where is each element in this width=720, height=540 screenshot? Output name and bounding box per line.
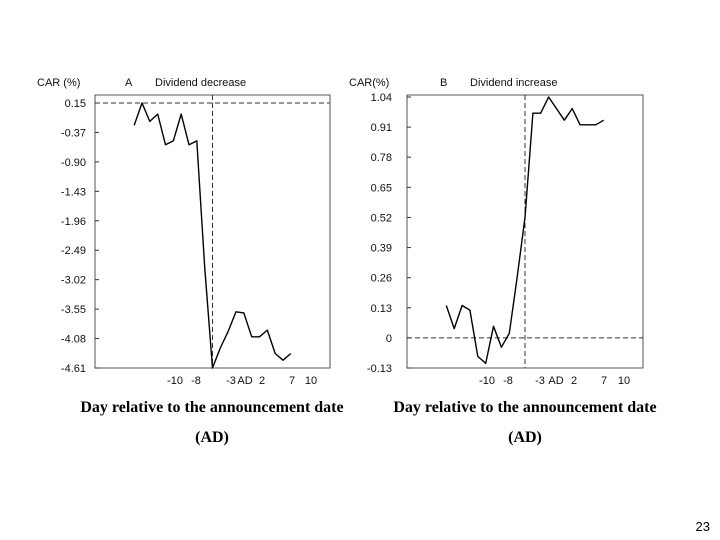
panel-a-ytick-label: -3.55	[61, 304, 86, 316]
panel-b-xtick-label: 7	[601, 375, 607, 387]
panel-b-xtick-label: 2	[571, 375, 577, 387]
panel-a-ytick-label: -1.96	[61, 216, 86, 228]
panel-a-title: Dividend decrease	[155, 77, 246, 89]
panel-a-xtick-label: 7	[289, 375, 295, 387]
panel-b-title: Dividend increase	[470, 77, 557, 89]
panel-a-ytick-label: -2.49	[61, 245, 86, 257]
panel-a-xtick-label: AD	[237, 375, 252, 387]
panel-b-ytick-label: 0.39	[371, 243, 392, 255]
panel-a-ytick-label: -0.37	[61, 127, 86, 139]
panel-a-ytick-label: -4.08	[61, 334, 86, 346]
panel-b-ytick-label: 0.52	[371, 212, 392, 224]
panel-b-ytick-label: 0.78	[371, 152, 392, 164]
panel-b-xtick-label: 10	[618, 375, 630, 387]
panel-a-letter: A	[125, 77, 133, 89]
panel-b-car-series-line	[445, 96, 605, 365]
panel-a-xlabel: Day relative to the announcement date (A…	[80, 399, 344, 446]
panel-b-ytick-label: 0.26	[371, 273, 392, 285]
panel-a-ytick-label: -0.90	[61, 157, 86, 169]
panel-b-xtick-label: AD	[548, 375, 563, 387]
panel-a-ytick-label: -4.61	[61, 363, 86, 375]
panel-a-xtick-label: 10	[305, 375, 317, 387]
panel-a-ylabel: CAR (%)	[37, 77, 80, 89]
panel-b-ytick-label: 0.13	[371, 303, 392, 315]
panel-b-ytick-label: -0.13	[367, 363, 392, 375]
panel-b-xlabel: Day relative to the announcement date (A…	[393, 399, 657, 446]
panel-b-ytick-label: 0.91	[371, 122, 392, 134]
panel-b-ytick-label: 0.65	[371, 182, 392, 194]
panel-a-xtick-label: -3	[226, 375, 236, 387]
panel-a-car-series-line	[133, 102, 292, 369]
panel-b-letter: B	[440, 77, 447, 89]
panel-a-xtick-label: -10	[167, 375, 183, 387]
panel-b-ytick-label: 1.04	[371, 92, 392, 104]
panel-b-xtick-label: -8	[503, 375, 513, 387]
panel-a-ytick-label: 0.15	[65, 98, 86, 110]
panel-b-xtick-label: -3	[535, 375, 545, 387]
panel-a-ytick-label: -3.02	[61, 275, 86, 287]
panel-b-ytick-label: 0	[386, 333, 392, 345]
panel-b-xtick-label: -10	[479, 375, 495, 387]
panel-a-ytick-label: -1.43	[61, 186, 86, 198]
panel-a-xtick-label: 2	[259, 375, 265, 387]
panel-b-ylabel: CAR(%)	[349, 77, 389, 89]
panel-a-xtick-label: -8	[191, 375, 201, 387]
page-number: 23	[695, 519, 710, 534]
